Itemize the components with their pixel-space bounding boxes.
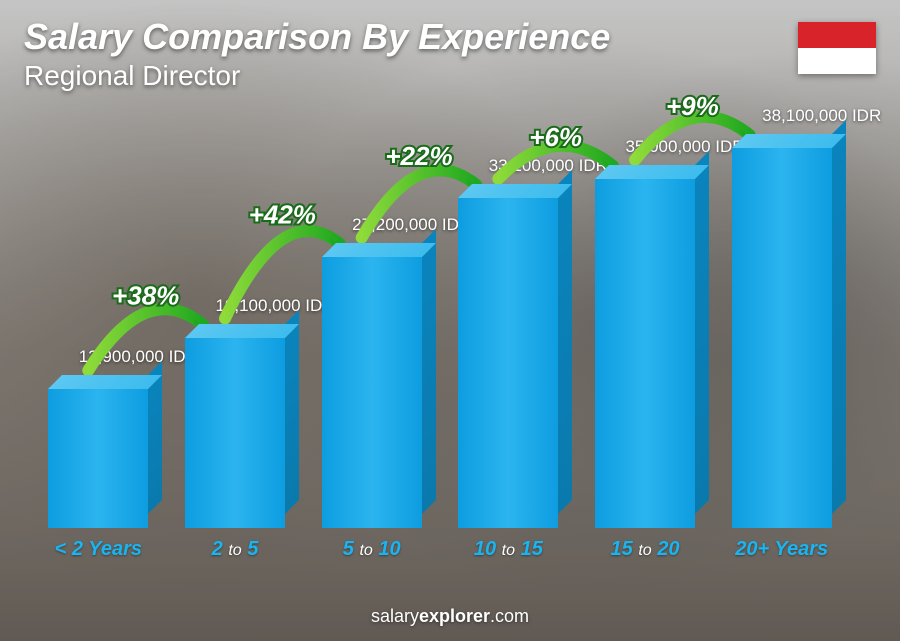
bar: 27,200,000 IDR	[322, 257, 422, 528]
flag-stripe-top	[798, 22, 876, 48]
bar-side-face	[832, 120, 846, 514]
bar-top-face	[595, 165, 709, 179]
bar-side-face	[422, 229, 436, 514]
footer-suffix: .com	[490, 606, 529, 626]
bar: 13,900,000 IDR	[48, 389, 148, 528]
bar: 35,000,000 IDR	[595, 179, 695, 528]
bar-front	[185, 338, 285, 528]
bar-category-label: < 2 Years	[55, 538, 142, 561]
bar-top-face	[185, 324, 299, 338]
bar-slot: 33,100,000 IDR 10 to 15	[440, 198, 577, 561]
page-subtitle: Regional Director	[24, 60, 240, 92]
bar-category-label: 20+ Years	[735, 538, 828, 561]
bar-front	[458, 198, 558, 528]
bars-row: 13,900,000 IDR < 2 Years 19,100,000 IDR 2 t…	[30, 131, 850, 561]
bar-category-label: 5 to 10	[343, 538, 401, 561]
bar-top-face	[322, 243, 436, 257]
bar-category-label: 10 to 15	[474, 538, 543, 561]
bar-side-face	[285, 310, 299, 514]
bar-top-face	[732, 134, 846, 148]
bar-front	[48, 389, 148, 528]
arc-label-shadow: +9%	[666, 91, 719, 121]
page-title: Salary Comparison By Experience	[24, 16, 610, 58]
bar-slot: 13,900,000 IDR < 2 Years	[30, 389, 167, 561]
bar-front	[732, 148, 832, 528]
bar-side-face	[695, 151, 709, 514]
bar-front	[595, 179, 695, 528]
chart-area: 13,900,000 IDR < 2 Years 19,100,000 IDR 2 t…	[30, 100, 850, 589]
bar-slot: 19,100,000 IDR 2 to 5	[167, 338, 304, 561]
bar-front	[322, 257, 422, 528]
footer-prefix: salary	[371, 606, 419, 626]
bar-top-face	[48, 375, 162, 389]
bar-slot: 27,200,000 IDR 5 to 10	[303, 257, 440, 561]
bar-top-face	[458, 184, 572, 198]
bar-category-label: 15 to 20	[611, 538, 680, 561]
arc-label: +9%	[666, 91, 719, 121]
bar-slot: 38,100,000 IDR 20+ Years	[713, 148, 850, 561]
bar: 19,100,000 IDR	[185, 338, 285, 528]
footer-bold: explorer	[419, 606, 490, 626]
bar-slot: 35,000,000 IDR 15 to 20	[577, 179, 714, 561]
country-flag	[798, 22, 876, 74]
chart-container: Salary Comparison By Experience Regional…	[0, 0, 900, 641]
bar-value-label: 38,100,000 IDR	[732, 106, 900, 126]
bar-side-face	[558, 170, 572, 514]
footer-attribution: salaryexplorer.com	[0, 606, 900, 627]
bar-category-label: 2 to 5	[212, 538, 259, 561]
bar: 38,100,000 IDR	[732, 148, 832, 528]
flag-stripe-bottom	[798, 48, 876, 74]
bar: 33,100,000 IDR	[458, 198, 558, 528]
